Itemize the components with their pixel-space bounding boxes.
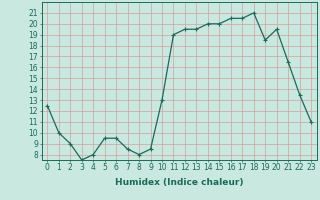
X-axis label: Humidex (Indice chaleur): Humidex (Indice chaleur)	[115, 178, 244, 187]
